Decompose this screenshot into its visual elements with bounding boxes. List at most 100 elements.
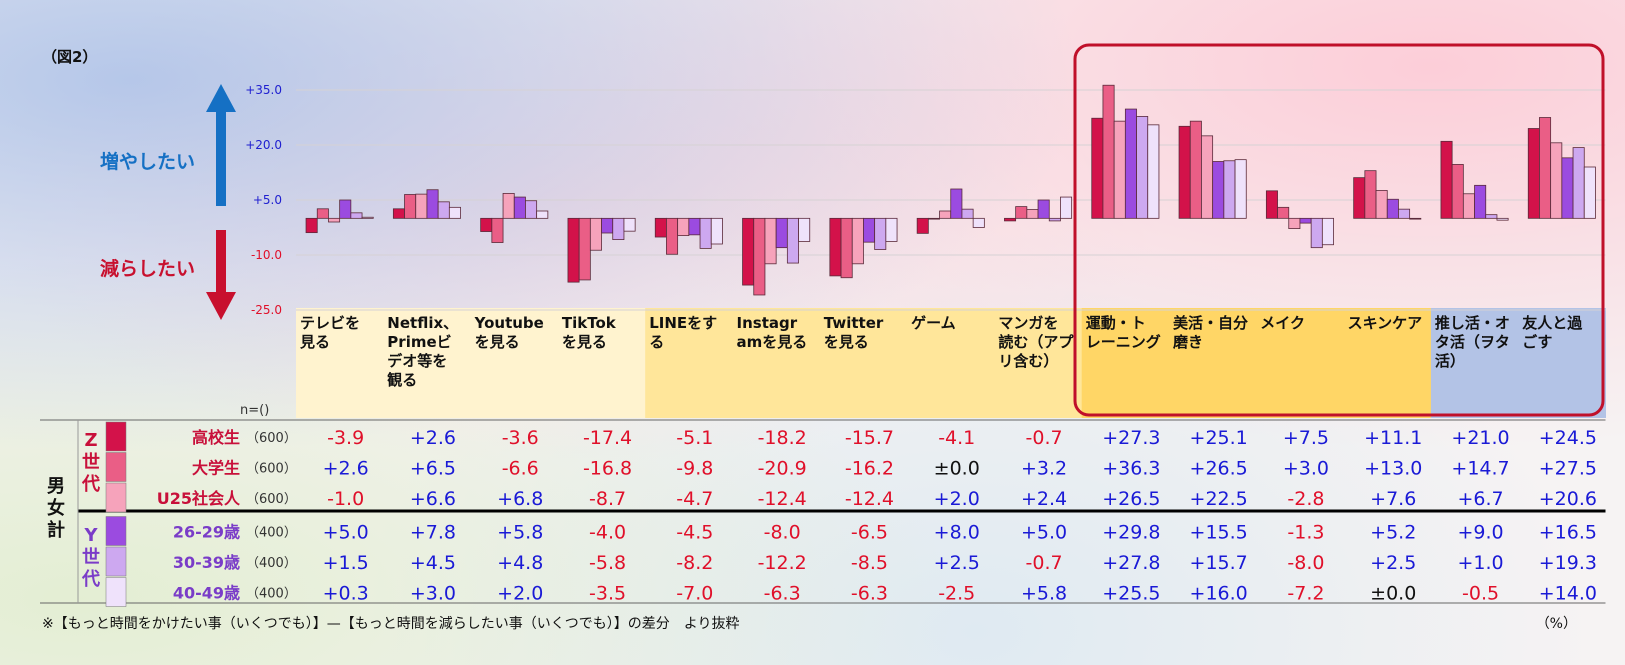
category-label: TikTok を見る xyxy=(562,314,617,351)
data-label: +7.5 xyxy=(1283,427,1329,449)
category-label: LINEをする xyxy=(649,314,717,351)
data-label: +4.5 xyxy=(410,552,456,574)
data-label: +5.0 xyxy=(323,522,369,544)
data-label: +2.0 xyxy=(934,488,980,510)
bar xyxy=(392,208,405,219)
data-label: +26.5 xyxy=(1102,488,1160,510)
bar xyxy=(491,217,504,243)
data-label: +24.5 xyxy=(1539,427,1597,449)
bar xyxy=(885,217,898,242)
bar xyxy=(502,192,515,219)
data-label: -7.2 xyxy=(1287,583,1324,605)
bar xyxy=(1310,217,1323,249)
data-label: -0.7 xyxy=(1026,552,1063,574)
data-label: +9.0 xyxy=(1457,522,1503,544)
bar xyxy=(688,217,701,236)
bar xyxy=(1451,164,1464,219)
bar xyxy=(829,217,842,277)
series-name: 26-29歳 xyxy=(173,523,240,542)
category-label: スキンケア xyxy=(1348,314,1423,332)
series-n: （600） xyxy=(246,462,297,477)
data-label: +7.6 xyxy=(1370,488,1416,510)
data-label: -9.8 xyxy=(676,458,713,480)
data-label: -3.9 xyxy=(327,427,364,449)
data-label: +5.0 xyxy=(1021,522,1067,544)
y-axis-ticks: +35.0 +20.0 +5.0 -10.0 -25.0 xyxy=(245,83,282,317)
bar xyxy=(1440,140,1453,219)
data-label: -4.5 xyxy=(676,522,713,544)
series-swatch xyxy=(105,421,127,452)
bar xyxy=(1539,117,1552,219)
series-n: （400） xyxy=(246,526,297,541)
side-label-char: 女 xyxy=(47,497,65,519)
bar xyxy=(404,194,417,219)
y-tick-label: +20.0 xyxy=(245,138,282,152)
data-label: +36.3 xyxy=(1102,458,1160,480)
y-tick-label: +35.0 xyxy=(245,83,282,97)
generation-z-label-char: 代 xyxy=(81,474,100,495)
down-arrow-icon xyxy=(206,230,236,320)
category-label: Netflix、 Primeビデオ等を観る xyxy=(387,314,458,389)
bar xyxy=(961,208,974,219)
bar xyxy=(950,188,963,219)
bar xyxy=(1386,198,1399,219)
bar xyxy=(361,216,374,219)
bar xyxy=(1102,84,1115,219)
data-label: -2.8 xyxy=(1287,488,1324,510)
series-swatch xyxy=(105,546,127,577)
category-band xyxy=(1518,308,1606,418)
bar xyxy=(1462,193,1475,219)
data-label: ±0.0 xyxy=(1370,583,1416,605)
y-tick-label: -10.0 xyxy=(251,248,282,262)
data-label: +3.0 xyxy=(1283,458,1329,480)
bar xyxy=(1375,190,1388,219)
bar xyxy=(1583,166,1596,219)
data-label: -8.0 xyxy=(764,522,801,544)
data-label: -2.5 xyxy=(938,583,975,605)
data-label: -4.1 xyxy=(938,427,975,449)
direction-arrows: 増やしたい 減らしたい xyxy=(100,84,236,320)
bar xyxy=(1409,217,1422,220)
data-label: +15.7 xyxy=(1190,552,1248,574)
data-label: -3.5 xyxy=(589,583,626,605)
bar xyxy=(1398,208,1411,219)
series-swatch xyxy=(105,482,127,513)
bar xyxy=(742,217,755,286)
bar xyxy=(1353,177,1366,219)
bar xyxy=(1048,217,1061,222)
bar xyxy=(972,217,985,228)
bar xyxy=(916,217,929,234)
bar xyxy=(1091,117,1104,219)
data-label: -20.9 xyxy=(758,458,807,480)
data-label: -17.4 xyxy=(583,427,632,449)
data-label: +19.3 xyxy=(1539,552,1597,574)
data-label: -16.2 xyxy=(845,458,894,480)
data-label: +22.5 xyxy=(1190,488,1248,510)
data-label: +6.5 xyxy=(410,458,456,480)
data-label: -8.5 xyxy=(851,552,888,574)
category-label: ゲーム xyxy=(911,314,956,332)
category-band xyxy=(1081,308,1170,418)
bar xyxy=(1223,160,1236,219)
category-label: 友人と過ごす xyxy=(1522,314,1583,351)
footnote: ※【もっと時間をかけたい事（いくつでも）】—【もっと時間を減らしたい事（いくつで… xyxy=(42,616,740,632)
bar xyxy=(798,217,811,242)
data-label: -6.3 xyxy=(851,583,888,605)
data-label: +27.5 xyxy=(1539,458,1597,480)
bar xyxy=(1060,196,1073,219)
bar xyxy=(677,217,690,236)
data-label: -7.0 xyxy=(676,583,713,605)
bar xyxy=(1572,147,1585,219)
bar xyxy=(654,217,667,238)
data-label: -18.2 xyxy=(758,427,807,449)
data-label: +21.0 xyxy=(1451,427,1509,449)
data-label: -16.8 xyxy=(583,458,632,480)
category-band xyxy=(1256,308,1345,418)
series-name: 30-39歳 xyxy=(173,553,240,572)
data-label: +27.8 xyxy=(1102,552,1160,574)
bar xyxy=(1201,135,1214,219)
bar xyxy=(1550,142,1563,219)
bar xyxy=(623,217,636,232)
generation-z-label-char: 世 xyxy=(82,452,100,473)
